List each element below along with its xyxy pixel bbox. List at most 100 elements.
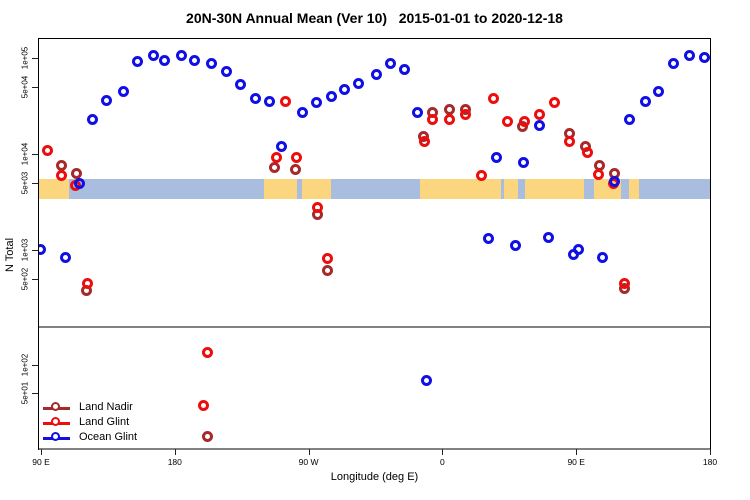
data-point xyxy=(371,68,383,80)
x-tick-mark xyxy=(41,449,42,455)
data-point xyxy=(698,52,710,64)
data-point xyxy=(444,113,456,125)
data-point xyxy=(276,141,288,153)
data-point xyxy=(683,49,695,61)
y-tick-label: 1e+03 xyxy=(20,238,30,262)
data-point xyxy=(290,163,302,175)
data-point xyxy=(297,107,309,119)
data-point xyxy=(201,431,213,443)
y-tick-mark xyxy=(32,153,38,155)
x-tick-label: 90 E xyxy=(32,457,50,467)
chart-title: 20N-30N Annual Mean (Ver 10) 2015-01-01 … xyxy=(186,10,563,26)
legend-item-land-glint: Land Glint xyxy=(43,416,193,431)
legend-circle-icon xyxy=(51,432,60,441)
data-point xyxy=(175,50,187,62)
data-point xyxy=(221,66,233,78)
x-tick-label: 180 xyxy=(702,457,718,467)
data-point xyxy=(475,170,487,182)
x-tick-label: 90 W xyxy=(298,457,319,467)
data-point xyxy=(55,159,67,171)
data-point xyxy=(573,244,585,256)
x-tick-label: 90 E xyxy=(567,457,585,467)
data-point xyxy=(668,57,680,69)
data-point xyxy=(419,135,431,147)
data-point xyxy=(270,152,282,164)
y-tick-mark xyxy=(32,392,38,394)
y-tick-mark xyxy=(32,279,38,281)
x-tick-mark xyxy=(576,449,578,455)
data-point xyxy=(597,251,609,263)
data-point xyxy=(81,278,93,290)
data-point xyxy=(70,167,82,179)
data-point xyxy=(325,90,337,102)
y-tick-label: 5e+02 xyxy=(20,267,30,291)
data-point xyxy=(73,177,85,189)
y-tick-label: 5e+03 xyxy=(20,171,30,195)
y-tick-label: 5e+04 xyxy=(20,75,30,98)
data-point xyxy=(264,95,276,107)
data-point xyxy=(353,78,365,90)
data-point xyxy=(639,95,651,107)
data-point xyxy=(519,116,531,128)
legend-item-land-nadir: Land Nadir xyxy=(43,401,193,416)
y-tick-label: 1e+04 xyxy=(20,142,30,166)
data-point xyxy=(235,79,247,91)
data-point xyxy=(189,54,201,66)
data-point xyxy=(322,253,334,265)
data-point xyxy=(653,86,665,98)
map-land-segment xyxy=(302,179,331,199)
x-tick-mark xyxy=(174,449,176,455)
data-point xyxy=(482,233,494,245)
y-axis-title: N Total xyxy=(4,237,16,273)
map-land-segment xyxy=(39,179,70,199)
data-point xyxy=(311,97,323,109)
data-point xyxy=(548,97,560,109)
data-point xyxy=(592,168,604,180)
x-tick-mark xyxy=(710,449,711,455)
data-point xyxy=(581,147,593,159)
x-tick-mark xyxy=(442,449,444,455)
y-tick-mark xyxy=(32,250,38,252)
data-point xyxy=(624,114,636,126)
data-point xyxy=(312,202,324,214)
legend: Land Nadir Land Glint Ocean Glint xyxy=(43,401,193,446)
data-point xyxy=(563,135,575,147)
x-tick-label: 0 xyxy=(440,457,445,467)
y-tick-label: 5e+01 xyxy=(20,381,30,405)
data-point xyxy=(421,375,433,387)
data-point xyxy=(491,151,503,163)
y-tick-mark xyxy=(32,57,38,59)
y-tick-label: 1e+02 xyxy=(20,353,30,377)
x-tick-mark xyxy=(308,449,310,455)
legend-circle-icon xyxy=(51,417,60,426)
y-tick-mark xyxy=(32,365,38,366)
x-axis-baseline xyxy=(39,448,710,450)
data-point xyxy=(59,251,71,263)
data-point xyxy=(488,92,500,104)
data-point xyxy=(117,86,129,98)
data-point xyxy=(543,232,555,244)
data-point xyxy=(250,92,262,104)
data-point xyxy=(322,264,334,276)
legend-label: Land Glint xyxy=(79,416,130,428)
legend-item-ocean-glint: Ocean Glint xyxy=(43,431,193,446)
legend-circle-icon xyxy=(51,402,60,411)
data-point xyxy=(131,56,143,68)
map-land-segment xyxy=(524,179,584,199)
data-point xyxy=(147,49,159,61)
data-point xyxy=(159,54,171,66)
data-point xyxy=(269,162,281,174)
map-land-segment xyxy=(503,179,518,199)
data-point xyxy=(291,152,303,164)
data-point xyxy=(384,58,396,70)
legend-label: Land Nadir xyxy=(79,401,133,413)
data-point xyxy=(205,57,217,69)
data-point xyxy=(533,109,545,121)
map-land-segment xyxy=(419,179,501,199)
data-point xyxy=(339,84,351,96)
data-point xyxy=(101,94,113,106)
legend-label: Ocean Glint xyxy=(79,431,138,443)
data-point xyxy=(42,145,54,157)
y-tick-label: 1e+05 xyxy=(20,46,30,69)
